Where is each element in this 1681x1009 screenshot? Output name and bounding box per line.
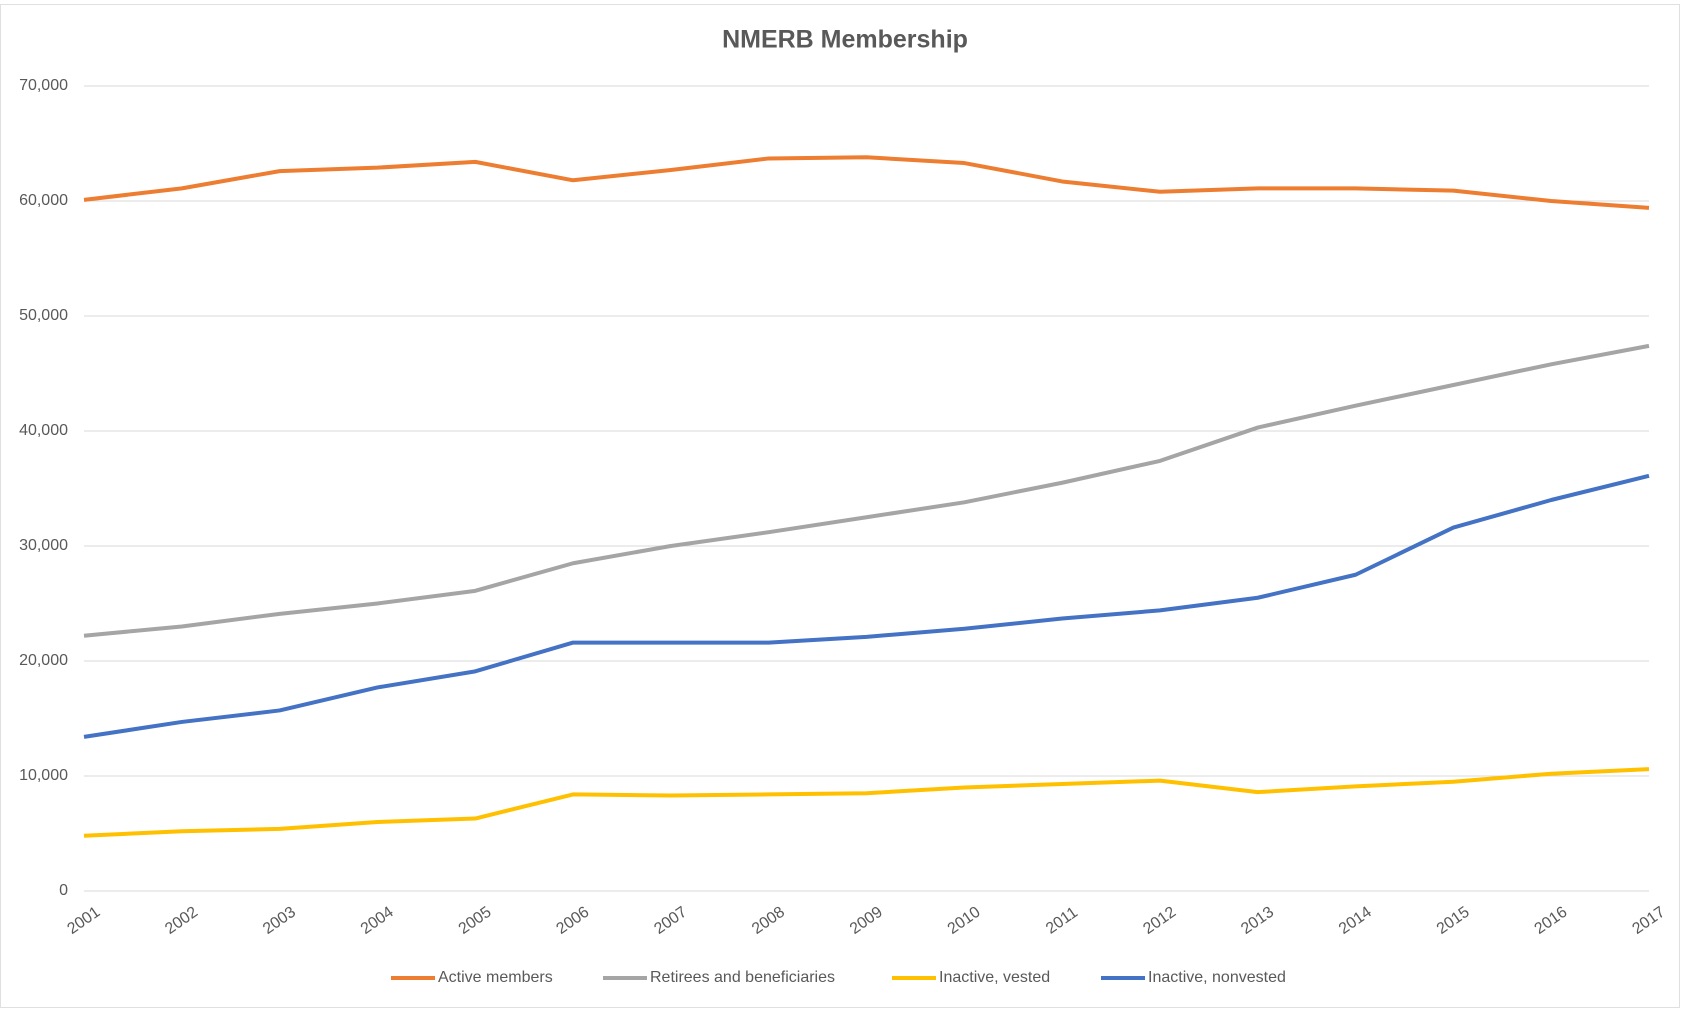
line-series xyxy=(83,343,1650,638)
y-tick-label: 30,000 xyxy=(19,537,68,554)
line-series xyxy=(83,767,1650,838)
chart-title: NMERB Membership xyxy=(722,26,968,54)
chart-frame xyxy=(0,4,1680,1008)
y-tick-label: 10,000 xyxy=(19,767,68,784)
line-series xyxy=(83,473,1650,739)
y-tick-label: 40,000 xyxy=(19,422,68,439)
legend-label: Inactive, vested xyxy=(939,969,1050,986)
legend-label: Active members xyxy=(438,969,553,986)
y-tick-label: 50,000 xyxy=(19,307,68,324)
y-tick-label: 70,000 xyxy=(19,77,68,94)
legend-label: Inactive, nonvested xyxy=(1148,969,1286,986)
y-tick-label: 60,000 xyxy=(19,192,68,209)
y-tick-label: 20,000 xyxy=(19,652,68,669)
y-tick-label: 0 xyxy=(59,882,68,899)
line-series xyxy=(83,155,1650,210)
legend-label: Retirees and beneficiaries xyxy=(650,969,835,986)
